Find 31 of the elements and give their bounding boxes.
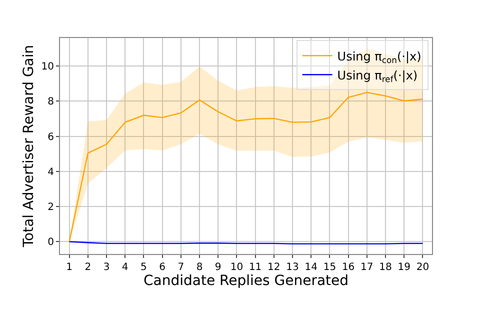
x-tick-label: 6 [159,262,166,273]
line-series [68,92,424,242]
x-tick-label: 11 [248,262,262,273]
x-tick-label: 18 [379,262,392,273]
y-tick-label: 6 [48,132,54,143]
y-tick-label: 2 [48,202,54,214]
x-tick-label: 20 [416,262,430,273]
x-axis-title: Candidate Replies Generated [143,273,349,289]
y-tick-label: 0 [48,237,54,248]
y-tick-label: 8 [48,96,54,108]
x-tick-label: 15 [323,262,336,273]
x-tick-label: 3 [103,262,110,273]
x-tick-label: 14 [304,262,318,273]
y-axis-title: Total Advertiser Reward Gain [20,44,37,248]
legend-label: Using π$_{ref}$(·|x) [337,68,418,84]
y-tick-label: 4 [48,166,54,178]
legend-label: Using π$_{con}$(·|x) [337,49,422,65]
x-tick-label: 1 [66,262,72,273]
x-tick-label: 13 [286,262,299,273]
x-tick-label: 19 [398,262,410,273]
x-tick-label: 17 [360,262,374,273]
x-tick-label: 7 [178,262,184,273]
x-tick-label: 5 [140,262,147,273]
y-tick-label: 10 [41,62,54,73]
x-tick-label: 9 [214,262,222,273]
x-tick-label: 16 [342,262,355,273]
x-tick-label: 2 [84,262,92,273]
x-tick-label: 10 [230,262,244,273]
x-tick-label: 4 [122,262,128,273]
x-tick-label: 8 [196,262,203,273]
x-tick-label: 12 [268,262,280,273]
